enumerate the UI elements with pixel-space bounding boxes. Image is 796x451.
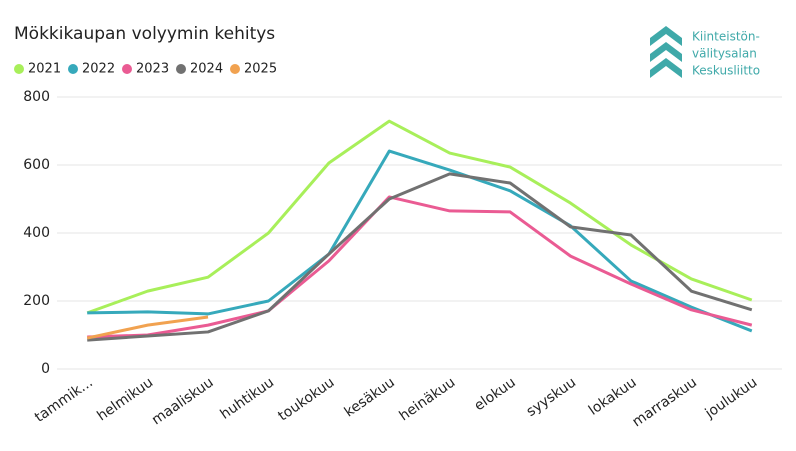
legend-label: 2022	[82, 62, 115, 77]
logo-chevron	[650, 42, 682, 62]
logo-text: välitysalan	[692, 47, 757, 61]
x-tick-label: syyskuu	[524, 374, 580, 420]
x-tick-label: toukokuu	[275, 374, 337, 424]
legend-swatch	[68, 64, 78, 74]
y-tick-label: 400	[23, 225, 50, 241]
logo-text: Keskusliitto	[692, 64, 760, 78]
logo-chevron	[650, 58, 682, 78]
series-line	[87, 172, 753, 342]
x-tick-label: kesäkuu	[342, 374, 398, 420]
x-tick-label: heinäkuu	[396, 374, 458, 424]
x-tick-label: maaliskuu	[149, 374, 217, 428]
logo-text: Kiinteistön-	[692, 30, 760, 44]
y-tick-label: 200	[23, 293, 50, 309]
series-line	[87, 149, 753, 333]
legend-swatch	[230, 64, 240, 74]
legend-label: 2024	[190, 62, 223, 77]
series-line	[86, 119, 753, 315]
legend-label: 2025	[244, 62, 277, 77]
legend-label: 2021	[28, 62, 61, 77]
x-tick-label: joulukuu	[702, 374, 761, 422]
legend-swatch	[122, 64, 132, 74]
x-tick-label: tammik...	[32, 374, 96, 425]
chart-title: Mökkikaupan volyymin kehitys	[14, 24, 275, 44]
legend-label: 2023	[136, 62, 169, 77]
x-tick-label: elokuu	[471, 374, 518, 414]
x-tick-label: lokakuu	[586, 374, 640, 418]
y-tick-label: 0	[41, 361, 50, 377]
logo-chevron	[650, 26, 682, 46]
y-tick-label: 800	[23, 89, 50, 105]
series-line	[86, 315, 209, 340]
logo: Kiinteistön- välitysalan Keskusliitto	[650, 26, 760, 78]
x-tick-label: helmikuu	[94, 374, 156, 424]
x-tick-label: marraskuu	[630, 374, 700, 430]
legend-swatch	[176, 64, 186, 74]
x-tick-label: huhtikuu	[218, 374, 277, 422]
legend-swatch	[14, 64, 24, 74]
y-tick-label: 600	[23, 157, 50, 173]
series-line	[87, 195, 753, 339]
